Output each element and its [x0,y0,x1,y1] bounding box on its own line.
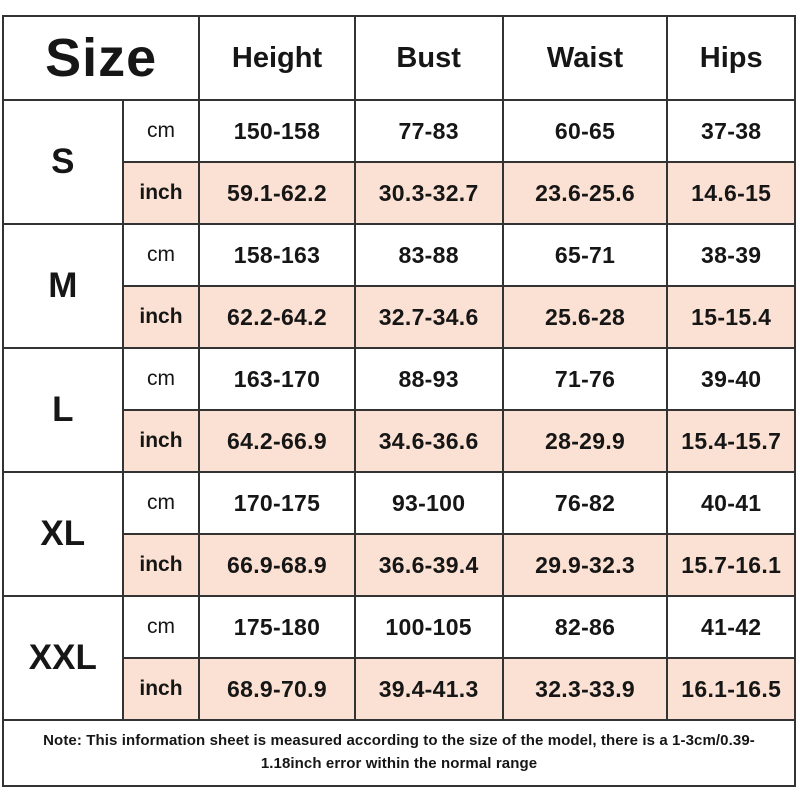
table-row-xl-inch: inch 66.9-68.9 36.6-39.4 29.9-32.3 15.7-… [3,533,796,597]
xl-height-inch: 66.9-68.9 [198,533,356,597]
table-row-s-cm: S cm 150-158 77-83 60-65 37-38 [2,99,796,225]
header-row: Size Height Bust Waist Hips [1,15,796,101]
size-label-xl: XL [2,471,124,597]
m-bust-cm: 83-88 [353,223,504,287]
unit-cm-label: cm [121,223,201,287]
xxl-hips-inch: 16.1-16.5 [666,657,796,721]
xl-waist-cm: 76-82 [501,471,669,535]
size-label-l: L [2,347,124,473]
unit-cm-label: cm [121,471,201,535]
m-waist-inch: 25.6-28 [501,285,669,349]
unit-inch-label: inch [121,285,201,349]
xl-waist-inch: 29.9-32.3 [501,533,669,597]
m-height-inch: 62.2-64.2 [198,285,356,349]
table-row-s-inch: inch 59.1-62.2 30.3-32.7 23.6-25.6 14.6-… [3,161,796,225]
xl-bust-inch: 36.6-39.4 [353,533,504,597]
table-row-l-cm: L cm 163-170 88-93 71-76 39-40 [2,347,796,473]
xxl-bust-inch: 39.4-41.3 [353,657,504,721]
s-height-cm: 150-158 [198,99,356,163]
l-bust-cm: 88-93 [353,347,504,411]
l-waist-cm: 71-76 [501,347,669,411]
l-waist-inch: 28-29.9 [501,409,669,473]
size-chart-table: Size Height Bust Waist Hips S cm 150-158… [1,15,796,721]
unit-inch-label: inch [121,161,201,225]
table-row-xxl-cm: XXL cm 175-180 100-105 82-86 41-42 [2,595,796,721]
size-chart-sheet: Size Height Bust Waist Hips S cm 150-158… [1,15,796,787]
measurement-note: Note: This information sheet is measured… [2,719,796,787]
xxl-hips-cm: 41-42 [666,595,796,659]
xxl-height-inch: 68.9-70.9 [198,657,356,721]
table-row-xl-cm: XL cm 170-175 93-100 76-82 40-41 [2,471,796,597]
unit-inch-label: inch [121,533,201,597]
xxl-height-cm: 175-180 [198,595,356,659]
hips-header: Hips [666,15,796,101]
m-waist-cm: 65-71 [501,223,669,287]
s-hips-cm: 37-38 [666,99,796,163]
unit-inch-label: inch [121,657,201,721]
s-waist-cm: 60-65 [501,99,669,163]
xxl-waist-cm: 82-86 [501,595,669,659]
unit-inch-label: inch [121,409,201,473]
l-height-cm: 163-170 [198,347,356,411]
l-bust-inch: 34.6-36.6 [353,409,504,473]
xxl-waist-inch: 32.3-33.9 [501,657,669,721]
height-header: Height [198,15,356,101]
xl-hips-cm: 40-41 [666,471,796,535]
m-hips-cm: 38-39 [666,223,796,287]
xl-height-cm: 170-175 [198,471,356,535]
table-row-m-inch: inch 62.2-64.2 32.7-34.6 25.6-28 15-15.4 [3,285,796,349]
bust-header: Bust [353,15,504,101]
s-bust-inch: 30.3-32.7 [353,161,504,225]
unit-cm-label: cm [121,595,201,659]
unit-cm-label: cm [121,99,201,163]
unit-cm-label: cm [121,347,201,411]
waist-header: Waist [501,15,669,101]
xl-bust-cm: 93-100 [353,471,504,535]
xxl-bust-cm: 100-105 [353,595,504,659]
table-row-m-cm: M cm 158-163 83-88 65-71 38-39 [2,223,796,349]
s-height-inch: 59.1-62.2 [198,161,356,225]
size-label-m: M [2,223,124,349]
s-bust-cm: 77-83 [353,99,504,163]
xl-hips-inch: 15.7-16.1 [666,533,796,597]
table-row-xxl-inch: inch 68.9-70.9 39.4-41.3 32.3-33.9 16.1-… [3,657,796,721]
table-row-l-inch: inch 64.2-66.9 34.6-36.6 28-29.9 15.4-15… [3,409,796,473]
l-height-inch: 64.2-66.9 [198,409,356,473]
m-hips-inch: 15-15.4 [666,285,796,349]
s-waist-inch: 23.6-25.6 [501,161,669,225]
size-label-xxl: XXL [2,595,124,721]
size-label-s: S [2,99,124,225]
l-hips-cm: 39-40 [666,347,796,411]
m-bust-inch: 32.7-34.6 [353,285,504,349]
l-hips-inch: 15.4-15.7 [666,409,796,473]
s-hips-inch: 14.6-15 [666,161,796,225]
m-height-cm: 158-163 [198,223,356,287]
size-header: Size [1,15,201,101]
